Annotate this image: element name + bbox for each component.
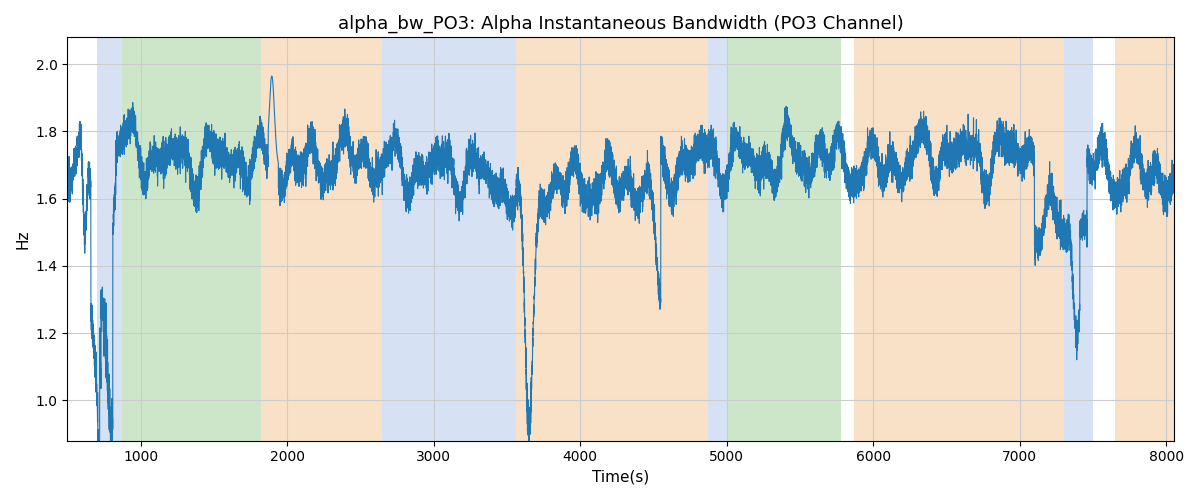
Y-axis label: Hz: Hz: [16, 230, 30, 249]
Bar: [1115, 38, 1174, 440]
Bar: [728, 38, 841, 440]
Bar: [854, 38, 1063, 440]
Title: alpha_bw_PO3: Alpha Instantaneous Bandwidth (PO3 Channel): alpha_bw_PO3: Alpha Instantaneous Bandwi…: [337, 15, 904, 34]
Bar: [1063, 38, 1093, 440]
Bar: [121, 38, 260, 440]
Bar: [708, 38, 728, 440]
Bar: [97, 38, 121, 440]
X-axis label: Time(s): Time(s): [592, 470, 649, 485]
Bar: [516, 38, 708, 440]
Bar: [383, 38, 516, 440]
Bar: [260, 38, 383, 440]
